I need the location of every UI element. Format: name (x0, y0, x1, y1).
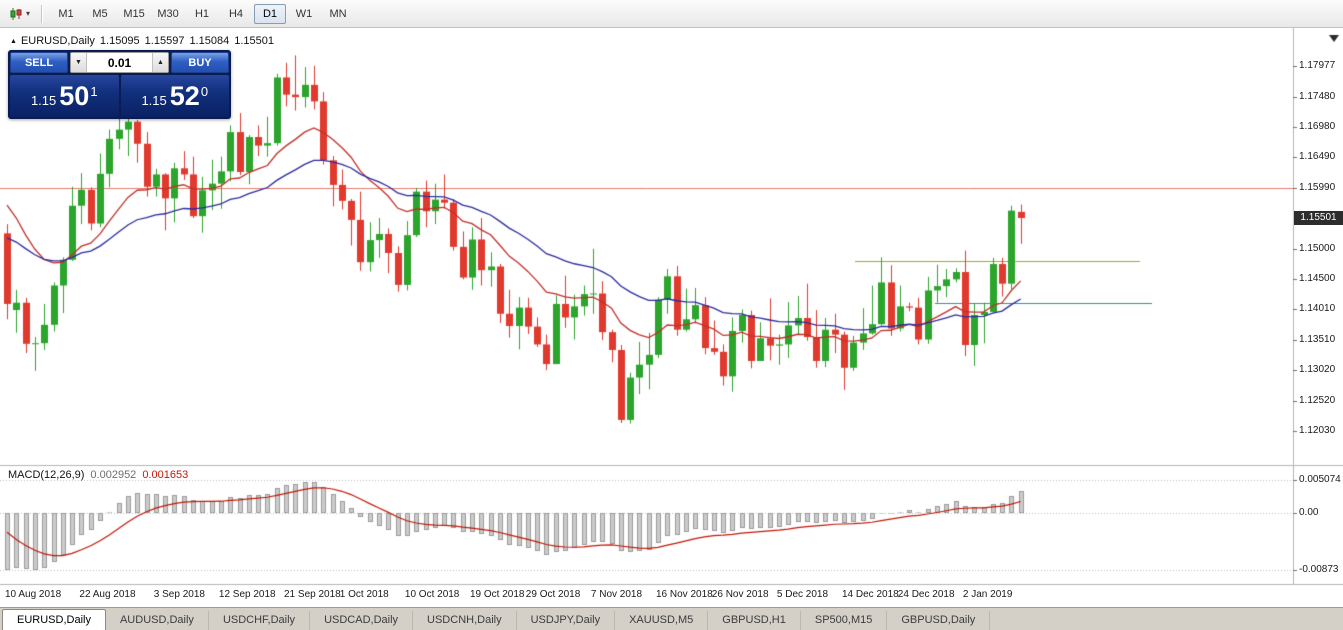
time-axis-label: 1 Oct 2018 (339, 589, 389, 600)
chart-title: ▲ EURUSD,Daily 1.15095 1.15597 1.15084 1.1550… (10, 35, 274, 47)
time-axis-label: 19 Oct 2018 (470, 589, 525, 600)
time-axis-label: 12 Sep 2018 (218, 589, 276, 600)
ohlc-close: 1.15501 (234, 35, 274, 47)
chart-tab-usdcad-daily[interactable]: USDCAD,Daily (310, 611, 414, 630)
time-axis-label: 22 Aug 2018 (79, 589, 136, 600)
chart-tab-usdjpy-daily[interactable]: USDJPY,Daily (517, 611, 616, 630)
timeframe-button-h1[interactable]: H1 (194, 7, 210, 20)
timeframe-button-mn[interactable]: MN (329, 7, 347, 20)
candlestick-chart-icon (10, 7, 22, 20)
time-axis-label: 29 Oct 2018 (525, 589, 581, 600)
buy-button[interactable]: BUY (171, 52, 229, 73)
time-axis-label: 5 Dec 2018 (776, 589, 829, 600)
sell-price: 1.15 50 1 (30, 80, 98, 111)
buy-price-button[interactable]: 1.15 52 0 (120, 75, 229, 117)
chart-tab-gbpusd-h1[interactable]: GBPUSD,H1 (708, 611, 801, 630)
time-axis-label: 14 Dec 2018 (842, 589, 899, 600)
chevron-down-icon: ▾ (26, 9, 31, 18)
timeframe-button-w1[interactable]: W1 (295, 7, 313, 20)
time-axis-label: 10 Oct 2018 (404, 589, 460, 600)
time-axis-label: 10 Aug 2018 (5, 589, 62, 600)
symbol-marker-icon: ▲ (10, 38, 17, 45)
time-axis-label: 2 Jan 2019 (962, 589, 1013, 600)
time-axis-label: 26 Nov 2018 (711, 589, 769, 600)
lot-size-control: ▼ ▲ (70, 52, 169, 73)
time-axis-label: 3 Sep 2018 (153, 589, 205, 600)
buy-price-big: 52 (169, 80, 200, 111)
lot-increase-button[interactable]: ▲ (152, 53, 168, 72)
lot-input[interactable] (87, 53, 152, 72)
time-axis-label: 7 Nov 2018 (590, 589, 643, 600)
sell-price-pipette: 1 (90, 83, 98, 99)
timeframe-button-h4[interactable]: H4 (228, 7, 244, 20)
chart-tab-xauusd-m5[interactable]: XAUUSD,M5 (615, 611, 709, 630)
current-price-tag: 1.15501 (1294, 210, 1343, 225)
macd-main-value: 0.002952 (90, 469, 137, 481)
timeframe-group: M1 M5 M15 M30 H1 H4 D1 W1 MN (50, 3, 356, 24)
ohlc-high: 1.15597 (144, 35, 185, 47)
chart-tab-usdchf-daily[interactable]: USDCHF,Daily (209, 611, 311, 630)
chart-tab-eurusd-daily[interactable]: EURUSD,Daily (2, 609, 106, 630)
chart-tab-audusd-daily[interactable]: AUDUSD,Daily (106, 611, 209, 630)
chart-tab-gbpusd-daily[interactable]: GBPUSD,Daily (887, 611, 991, 630)
macd-signal-value: 0.001653 (142, 469, 189, 481)
timeframe-button-d1[interactable]: D1 (254, 3, 287, 24)
ohlc-open: 1.15095 (99, 35, 140, 47)
macd-name: MACD(12,26,9) (8, 469, 85, 481)
time-axis-label: 21 Sep 2018 (284, 589, 341, 600)
timeframe-button-m15[interactable]: M15 (123, 7, 145, 20)
chart-type-button[interactable]: ▾ (5, 5, 34, 23)
timeframe-button-m1[interactable]: M1 (58, 7, 74, 20)
timeframe-button-m30[interactable]: M30 (157, 7, 179, 20)
sell-price-big: 50 (59, 80, 90, 111)
time-axis-label: 24 Dec 2018 (897, 589, 955, 600)
toolbar: ▾ M1 M5 M15 M30 H1 H4 D1 W1 MN (0, 0, 1343, 28)
buy-price-pipette: 0 (200, 83, 209, 99)
chart-symbol-label: EURUSD,Daily (20, 35, 95, 47)
buy-price: 1.15 52 0 (141, 80, 209, 111)
toolbar-separator (41, 4, 44, 23)
timeframe-button-m5[interactable]: M5 (92, 7, 108, 20)
ohlc-low: 1.15084 (189, 35, 230, 47)
buy-price-prefix: 1.15 (141, 92, 167, 108)
sell-button[interactable]: SELL (10, 52, 68, 73)
macd-label: MACD(12,26,9) 0.002952 0.001653 (8, 469, 188, 481)
sell-price-button[interactable]: 1.15 50 1 (10, 75, 119, 117)
chart-tab-bar: EURUSD,Daily AUDUSD,Daily USDCHF,Daily USDC… (0, 607, 1343, 630)
time-axis-label: 16 Nov 2018 (656, 589, 713, 600)
sell-price-prefix: 1.15 (30, 92, 57, 108)
lot-decrease-button[interactable]: ▼ (71, 53, 87, 72)
chart-tab-sp500-m15[interactable]: SP500,M15 (801, 611, 888, 630)
chart-tab-usdcnh-daily[interactable]: USDCNH,Daily (413, 611, 517, 630)
